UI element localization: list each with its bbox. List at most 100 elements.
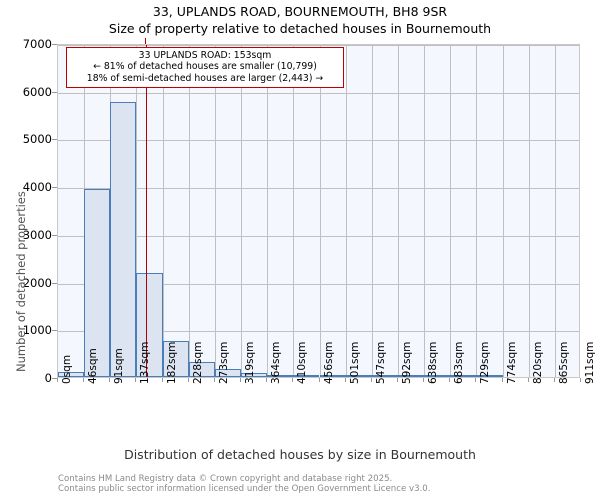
x-axis-tick-label: 547sqm: [374, 341, 387, 384]
property-size-marker: [145, 45, 148, 377]
x-axis-tick-label: 683sqm: [453, 341, 466, 384]
plot-area: [57, 44, 580, 378]
y-axis-tick-mark: [52, 330, 57, 332]
y-axis-tick-label: 5000: [22, 132, 52, 147]
gridline-horizontal: [58, 235, 579, 237]
x-axis-tick-mark: [527, 378, 529, 382]
y-axis-tick-label: 6000: [22, 84, 52, 99]
x-axis-tick-mark: [344, 378, 346, 382]
gridline-vertical: [214, 45, 216, 377]
gridline-vertical: [476, 45, 478, 377]
annotation-line-1: 33 UPLANDS ROAD: 153sqm: [138, 50, 272, 61]
bar: [345, 375, 372, 377]
y-axis-tick-mark: [52, 44, 57, 45]
x-axis-tick-mark: [553, 378, 555, 382]
x-axis-tick-label: 182sqm: [165, 341, 178, 384]
gridline-vertical: [554, 45, 556, 377]
bar: [136, 272, 163, 377]
gridline-horizontal: [58, 45, 579, 46]
bar: [267, 375, 294, 377]
footer-attribution: Contains HM Land Registry data © Crown c…: [58, 474, 430, 495]
gridline-vertical: [397, 45, 399, 377]
y-axis-tick-label: 2000: [22, 275, 52, 290]
annotation-line-3: 18% of semi-detached houses are larger (…: [86, 72, 324, 84]
x-axis-tick-mark: [109, 378, 111, 382]
x-axis-tick-mark: [266, 378, 268, 382]
gridline-vertical: [450, 45, 452, 377]
x-axis-tick-mark: [580, 378, 581, 382]
x-axis-tick-label: 0sqm: [61, 354, 73, 384]
x-axis-tick-mark: [161, 378, 163, 382]
x-axis-tick-mark: [240, 378, 242, 382]
footer-line-2: Contains public sector information licen…: [58, 484, 431, 495]
bar: [188, 361, 215, 377]
bar: [214, 368, 242, 377]
page-title: 33, UPLANDS ROAD, BOURNEMOUTH, BH8 9SR: [152, 4, 448, 19]
bar: [84, 189, 111, 377]
x-axis-tick-label: 91sqm: [113, 348, 126, 384]
y-axis-tick-label: 1000: [22, 323, 52, 338]
x-axis-tick-label: 729sqm: [479, 341, 492, 384]
annotation-box: 33 UPLANDS ROAD: 153sqm ← 81% of detache…: [66, 47, 344, 89]
x-axis-tick-label: 865sqm: [557, 341, 570, 384]
x-axis-tick-mark: [57, 378, 58, 382]
gridline-vertical: [345, 45, 347, 377]
x-axis-tick-label: 501sqm: [348, 341, 361, 384]
gridline-vertical: [293, 45, 295, 377]
x-axis-tick-label: 137sqm: [139, 341, 152, 384]
gridline-horizontal: [58, 188, 579, 190]
gridline-vertical: [502, 45, 504, 377]
gridline-vertical: [241, 45, 243, 377]
y-axis-tick-mark: [52, 282, 57, 284]
gridline-vertical: [424, 45, 426, 377]
annotation-line-2: ← 81% of detached houses are smaller (10…: [93, 61, 317, 73]
y-axis-title: Number of detached properties: [14, 191, 28, 372]
x-axis-tick-label: 911sqm: [584, 341, 596, 384]
x-axis-tick-mark: [83, 378, 85, 382]
bar: [58, 372, 85, 377]
bar: [241, 373, 268, 377]
x-axis-tick-mark: [475, 378, 477, 382]
y-axis-tick-mark: [52, 139, 57, 141]
y-axis-tick-label: 0: [44, 371, 52, 385]
bar: [476, 375, 503, 377]
gridline-vertical: [136, 45, 138, 377]
y-axis-tick-mark: [52, 91, 57, 93]
x-axis-tick-mark: [370, 378, 372, 382]
x-axis-tick-mark: [135, 378, 137, 382]
x-axis-tick-mark: [449, 378, 451, 382]
bar: [293, 375, 320, 377]
chart-subtitle: Size of property relative to detached ho…: [108, 21, 492, 36]
chart-title-block: 33, UPLANDS ROAD, BOURNEMOUTH, BH8 9SR S…: [0, 4, 600, 37]
gridline-vertical: [319, 45, 321, 377]
x-axis-tick-label: 364sqm: [270, 341, 283, 384]
y-axis: 0 1000 2000 3000 4000 5000 6000 7000: [0, 0, 57, 500]
x-axis-tick-label: 638sqm: [427, 341, 440, 384]
bar: [397, 375, 425, 377]
bar: [110, 101, 137, 377]
bar: [371, 375, 398, 377]
x-axis-tick-label: 46sqm: [87, 348, 100, 384]
bar: [319, 375, 346, 377]
y-axis-tick-label: 7000: [22, 37, 52, 51]
footer-line-1: Contains HM Land Registry data © Crown c…: [58, 474, 393, 484]
x-axis-tick-label: 228sqm: [191, 341, 204, 384]
x-axis-tick-label: 774sqm: [505, 341, 518, 384]
gridline-vertical: [528, 45, 530, 377]
gridline-horizontal: [58, 92, 579, 94]
bar: [424, 375, 451, 377]
x-axis-tick-label: 456sqm: [322, 341, 335, 384]
x-axis-tick-label: 820sqm: [531, 341, 544, 384]
bar: [450, 375, 477, 377]
x-axis-tick-mark: [501, 378, 503, 382]
x-axis-tick-mark: [396, 378, 398, 382]
x-axis-title: Distribution of detached houses by size …: [124, 447, 476, 462]
gridline-vertical: [267, 45, 269, 377]
y-axis-tick-label: 4000: [22, 180, 52, 195]
x-axis-tick-mark: [292, 378, 294, 382]
x-axis-tick-label: 273sqm: [217, 341, 230, 384]
x-axis-tick-mark: [318, 378, 320, 382]
x-axis-tick-label: 319sqm: [244, 341, 257, 384]
gridline-vertical: [188, 45, 190, 377]
